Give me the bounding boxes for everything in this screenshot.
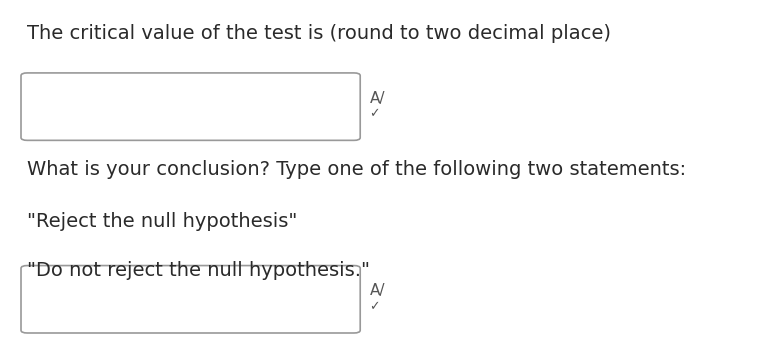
Text: ✓: ✓ [370,300,380,313]
Text: A/: A/ [370,283,385,298]
Text: "Reject the null hypothesis": "Reject the null hypothesis" [27,212,298,230]
Text: "Do not reject the null hypothesis.": "Do not reject the null hypothesis." [27,261,370,280]
Text: What is your conclusion? Type one of the following two statements:: What is your conclusion? Type one of the… [27,160,686,179]
Text: A/: A/ [370,90,385,106]
Text: The critical value of the test is (round to two decimal place): The critical value of the test is (round… [27,24,612,43]
Text: ✓: ✓ [370,107,380,120]
